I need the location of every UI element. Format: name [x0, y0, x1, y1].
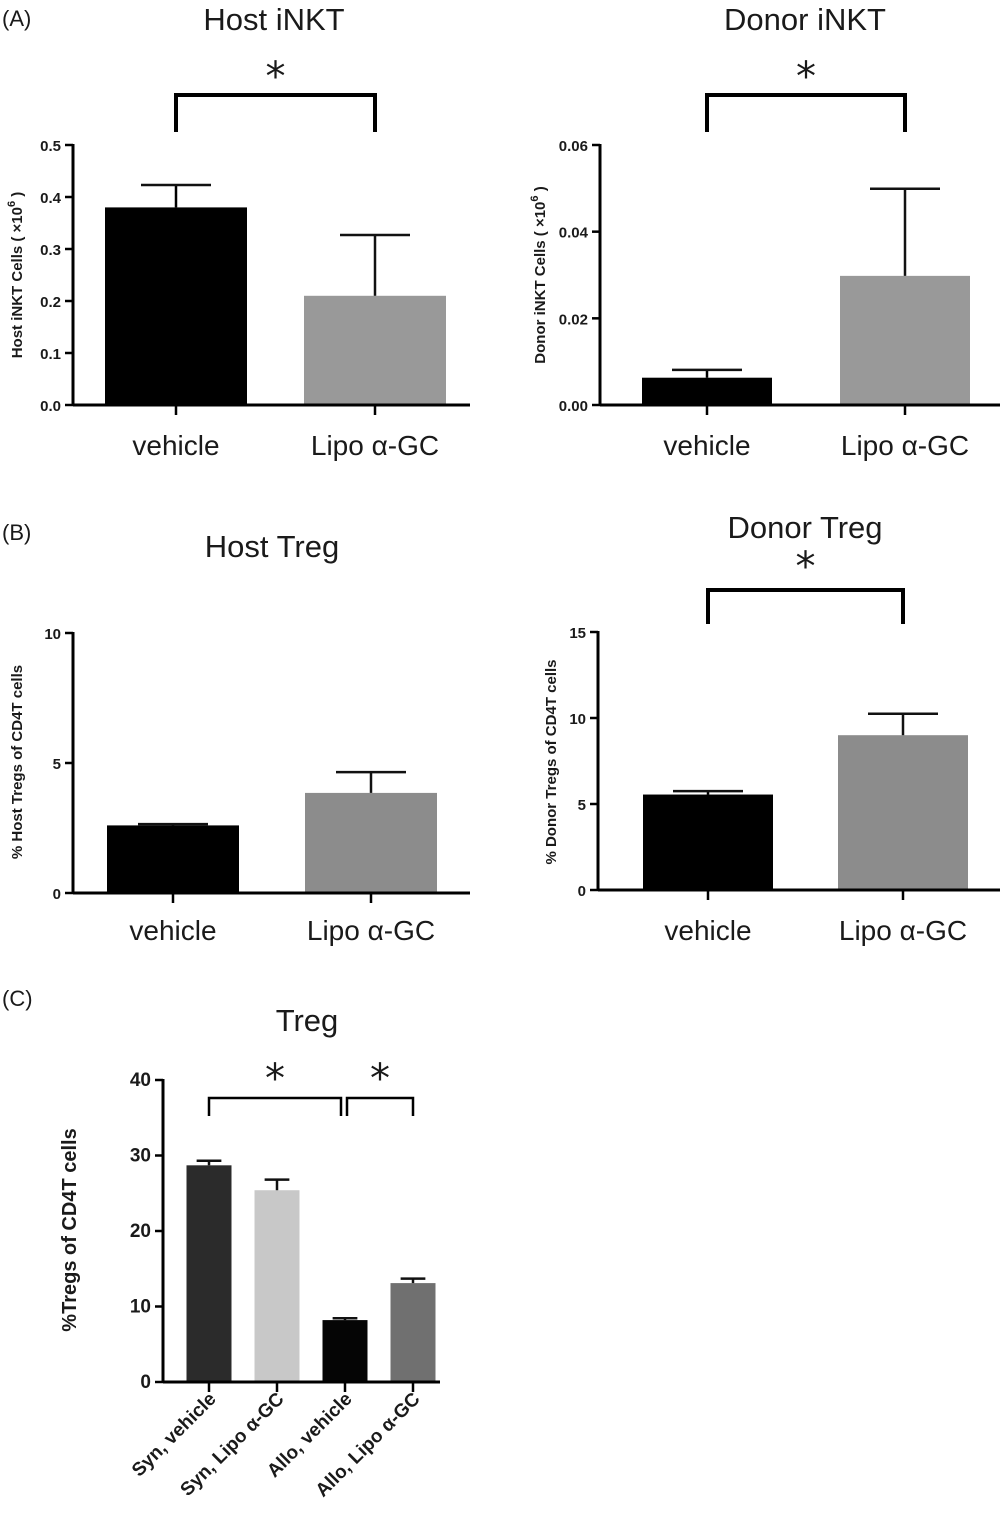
- hostINKT-bar-0: [105, 207, 247, 405]
- hostINKT-significance-star-0: *: [266, 54, 286, 100]
- treg-significance-star-0: *: [265, 1056, 285, 1102]
- donorTreg-significance-bracket-0: [706, 588, 905, 624]
- treg-ytick-label-4: 40: [130, 1070, 151, 1091]
- donorTreg-category-label-1: Lipo α-GC: [839, 915, 967, 946]
- hostTreg-ytick-label-2: 10: [44, 626, 61, 643]
- donorINKT-title: Donor iNKT: [724, 2, 886, 37]
- panel-label-a: (A): [2, 6, 32, 31]
- hostINKT-title: Host iNKT: [203, 2, 344, 37]
- donorTreg-ytick-label-2: 10: [569, 711, 586, 728]
- hostTreg-y-label: % Host Tregs of CD4T cells: [9, 665, 26, 859]
- hostINKT-y-label-end: ): [9, 192, 26, 201]
- donorINKT-y-label: Donor iNKT Cells ( ×106 ): [529, 186, 549, 363]
- donorINKT-significance-star-0: *: [796, 54, 816, 100]
- hostINKT-ytick-label-0: 0.0: [40, 398, 61, 415]
- treg-ytick-label-3: 30: [130, 1146, 151, 1167]
- donorTreg-ytick-label-0: 0: [578, 883, 586, 900]
- donorTreg-y-label: % Donor Tregs of CD4T cells: [543, 659, 560, 864]
- treg-significance-bracket-0: [207, 1096, 343, 1116]
- donorINKT-y-label-main: Donor iNKT Cells ( ×10: [532, 202, 549, 364]
- donorINKT-y-label-exponent: 6: [529, 195, 541, 201]
- treg-ytick-label-0: 0: [140, 1372, 151, 1393]
- hostINKT-ytick-label-3: 0.3: [40, 242, 61, 259]
- donorINKT-y-label-end: ): [532, 186, 549, 195]
- donorTreg-ytick-label-1: 5: [578, 797, 586, 814]
- donorTreg-category-label-0: vehicle: [664, 915, 751, 946]
- treg-bar-2: [322, 1320, 368, 1382]
- donorTreg-bar-0: [643, 794, 773, 890]
- hostTreg-ytick-label-1: 5: [53, 756, 61, 773]
- donorTreg-significance-star-0: *: [796, 544, 816, 590]
- hostTreg-bar-0: [107, 825, 239, 893]
- treg-significance-bracket-1: [345, 1096, 415, 1116]
- donorTreg-ytick-label-3: 15: [569, 625, 586, 642]
- hostINKT-ytick-label-1: 0.1: [40, 346, 61, 363]
- donorINKT-significance-bracket-0: [705, 93, 907, 132]
- hostINKT-ytick-label-4: 0.4: [40, 190, 62, 207]
- treg-bar-3: [390, 1283, 436, 1382]
- hostTreg-category-label-0: vehicle: [129, 915, 216, 946]
- treg-title: Treg: [276, 1003, 339, 1038]
- donorINKT-category-label-1: Lipo α-GC: [841, 430, 969, 461]
- donorINKT-bar-0: [642, 377, 772, 405]
- treg-significance-star-1: *: [370, 1056, 390, 1102]
- treg-bar-0: [186, 1165, 232, 1382]
- hostINKT-y-label-exponent: 6: [6, 201, 18, 207]
- hostINKT-y-label: Host iNKT Cells ( ×106 ): [6, 192, 26, 359]
- hostTreg-title: Host Treg: [205, 529, 339, 564]
- hostINKT-significance-bracket-0: [174, 93, 377, 132]
- treg-bar-1: [254, 1190, 300, 1382]
- panel-label-b: (B): [2, 520, 32, 545]
- donorINKT-bar-1: [840, 275, 970, 405]
- treg-y-label: %Tregs of CD4T cells: [59, 1128, 81, 1331]
- treg-ytick-label-2: 20: [130, 1221, 151, 1242]
- hostINKT-y-label-main: Host iNKT Cells ( ×10: [9, 207, 26, 358]
- hostINKT-ytick-label-2: 0.2: [40, 294, 61, 311]
- treg-ytick-label-1: 10: [130, 1297, 151, 1318]
- hostINKT-ytick-label-5: 0.5: [40, 138, 61, 155]
- donorINKT-category-label-0: vehicle: [663, 430, 750, 461]
- hostINKT-category-label-0: vehicle: [132, 430, 219, 461]
- donorTreg-title: Donor Treg: [727, 510, 882, 545]
- hostINKT-category-label-1: Lipo α-GC: [311, 430, 439, 461]
- donorINKT-ytick-label-1: 0.02: [559, 311, 588, 328]
- hostINKT-bar-1: [304, 295, 446, 405]
- hostTreg-bar-1: [305, 792, 437, 893]
- donorINKT-ytick-label-2: 0.04: [559, 225, 589, 242]
- donorINKT-ytick-label-0: 0.00: [559, 398, 588, 415]
- donorTreg-bar-1: [838, 735, 968, 890]
- donorINKT-ytick-label-3: 0.06: [559, 138, 588, 155]
- hostTreg-ytick-label-0: 0: [53, 886, 61, 903]
- hostTreg-category-label-1: Lipo α-GC: [307, 915, 435, 946]
- panel-label-c: (C): [2, 986, 33, 1011]
